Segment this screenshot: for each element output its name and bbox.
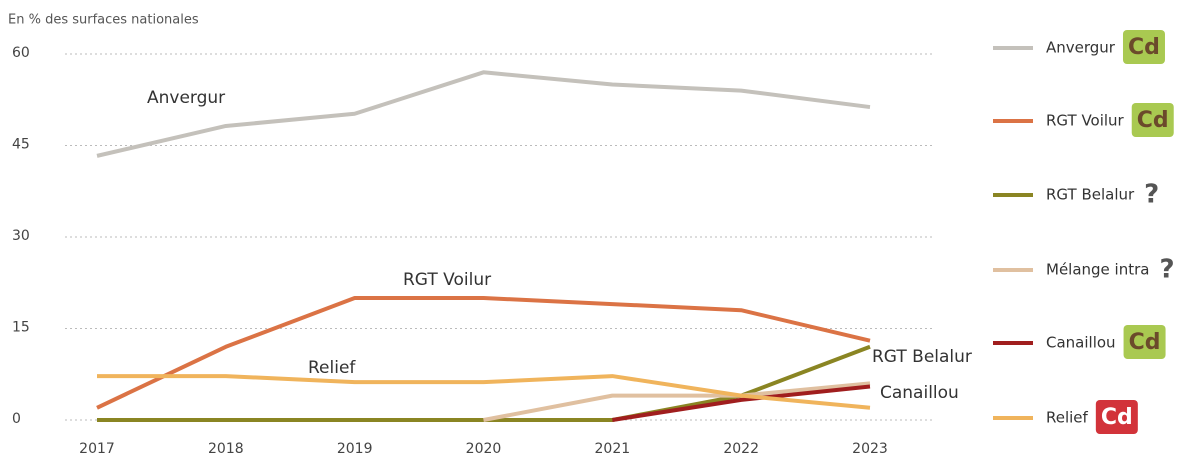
legend-badge: Cd — [1128, 35, 1160, 60]
y-tick-label: 15 — [12, 320, 30, 336]
series-line — [96, 70, 871, 158]
series-line — [97, 374, 871, 410]
series-line — [483, 381, 871, 422]
legend-badge: Cd — [1137, 108, 1169, 133]
x-tick-label: 2021 — [595, 441, 631, 457]
series-line — [96, 296, 871, 410]
legend-label: Anvergur — [1046, 39, 1116, 57]
legend-label: Mélange intra — [1046, 261, 1149, 279]
annotation: RGT Voilur — [403, 270, 491, 290]
legend-badge-bg — [1123, 325, 1166, 359]
legend-badge: ? — [1159, 255, 1174, 285]
legend-badge-bg — [1131, 103, 1174, 137]
y-tick-label: 30 — [12, 228, 30, 244]
legend-badge-bg — [1122, 30, 1165, 64]
x-tick-label: 2023 — [852, 441, 888, 457]
annotation: Canaillou — [880, 383, 959, 403]
legend-badge: Cd — [1129, 330, 1161, 355]
x-tick-label: 2019 — [337, 441, 373, 457]
legend-label: RGT Belalur — [1046, 186, 1135, 204]
series-line — [612, 384, 871, 422]
legend-label: Relief — [1046, 409, 1089, 427]
x-tick-label: 2020 — [466, 441, 502, 457]
y-tick-label: 45 — [12, 137, 30, 153]
legend-badge: Cd — [1101, 405, 1133, 430]
x-tick-label: 2017 — [79, 441, 115, 457]
x-tick-label: 2022 — [723, 441, 759, 457]
annotation: Anvergur — [147, 88, 225, 108]
legend-badge-bg — [1095, 400, 1138, 434]
legend-label: RGT Voilur — [1046, 112, 1125, 130]
y-tick-label: 60 — [12, 45, 30, 61]
x-tick-label: 2018 — [208, 441, 244, 457]
y-tick-label: 0 — [12, 411, 21, 427]
legend-badge: ? — [1144, 180, 1159, 210]
legend-label: Canaillou — [1046, 334, 1116, 352]
chart-subtitle: En % des surfaces nationales — [8, 13, 199, 28]
annotation: RGT Belalur — [872, 347, 972, 367]
annotation: Relief — [308, 358, 356, 378]
